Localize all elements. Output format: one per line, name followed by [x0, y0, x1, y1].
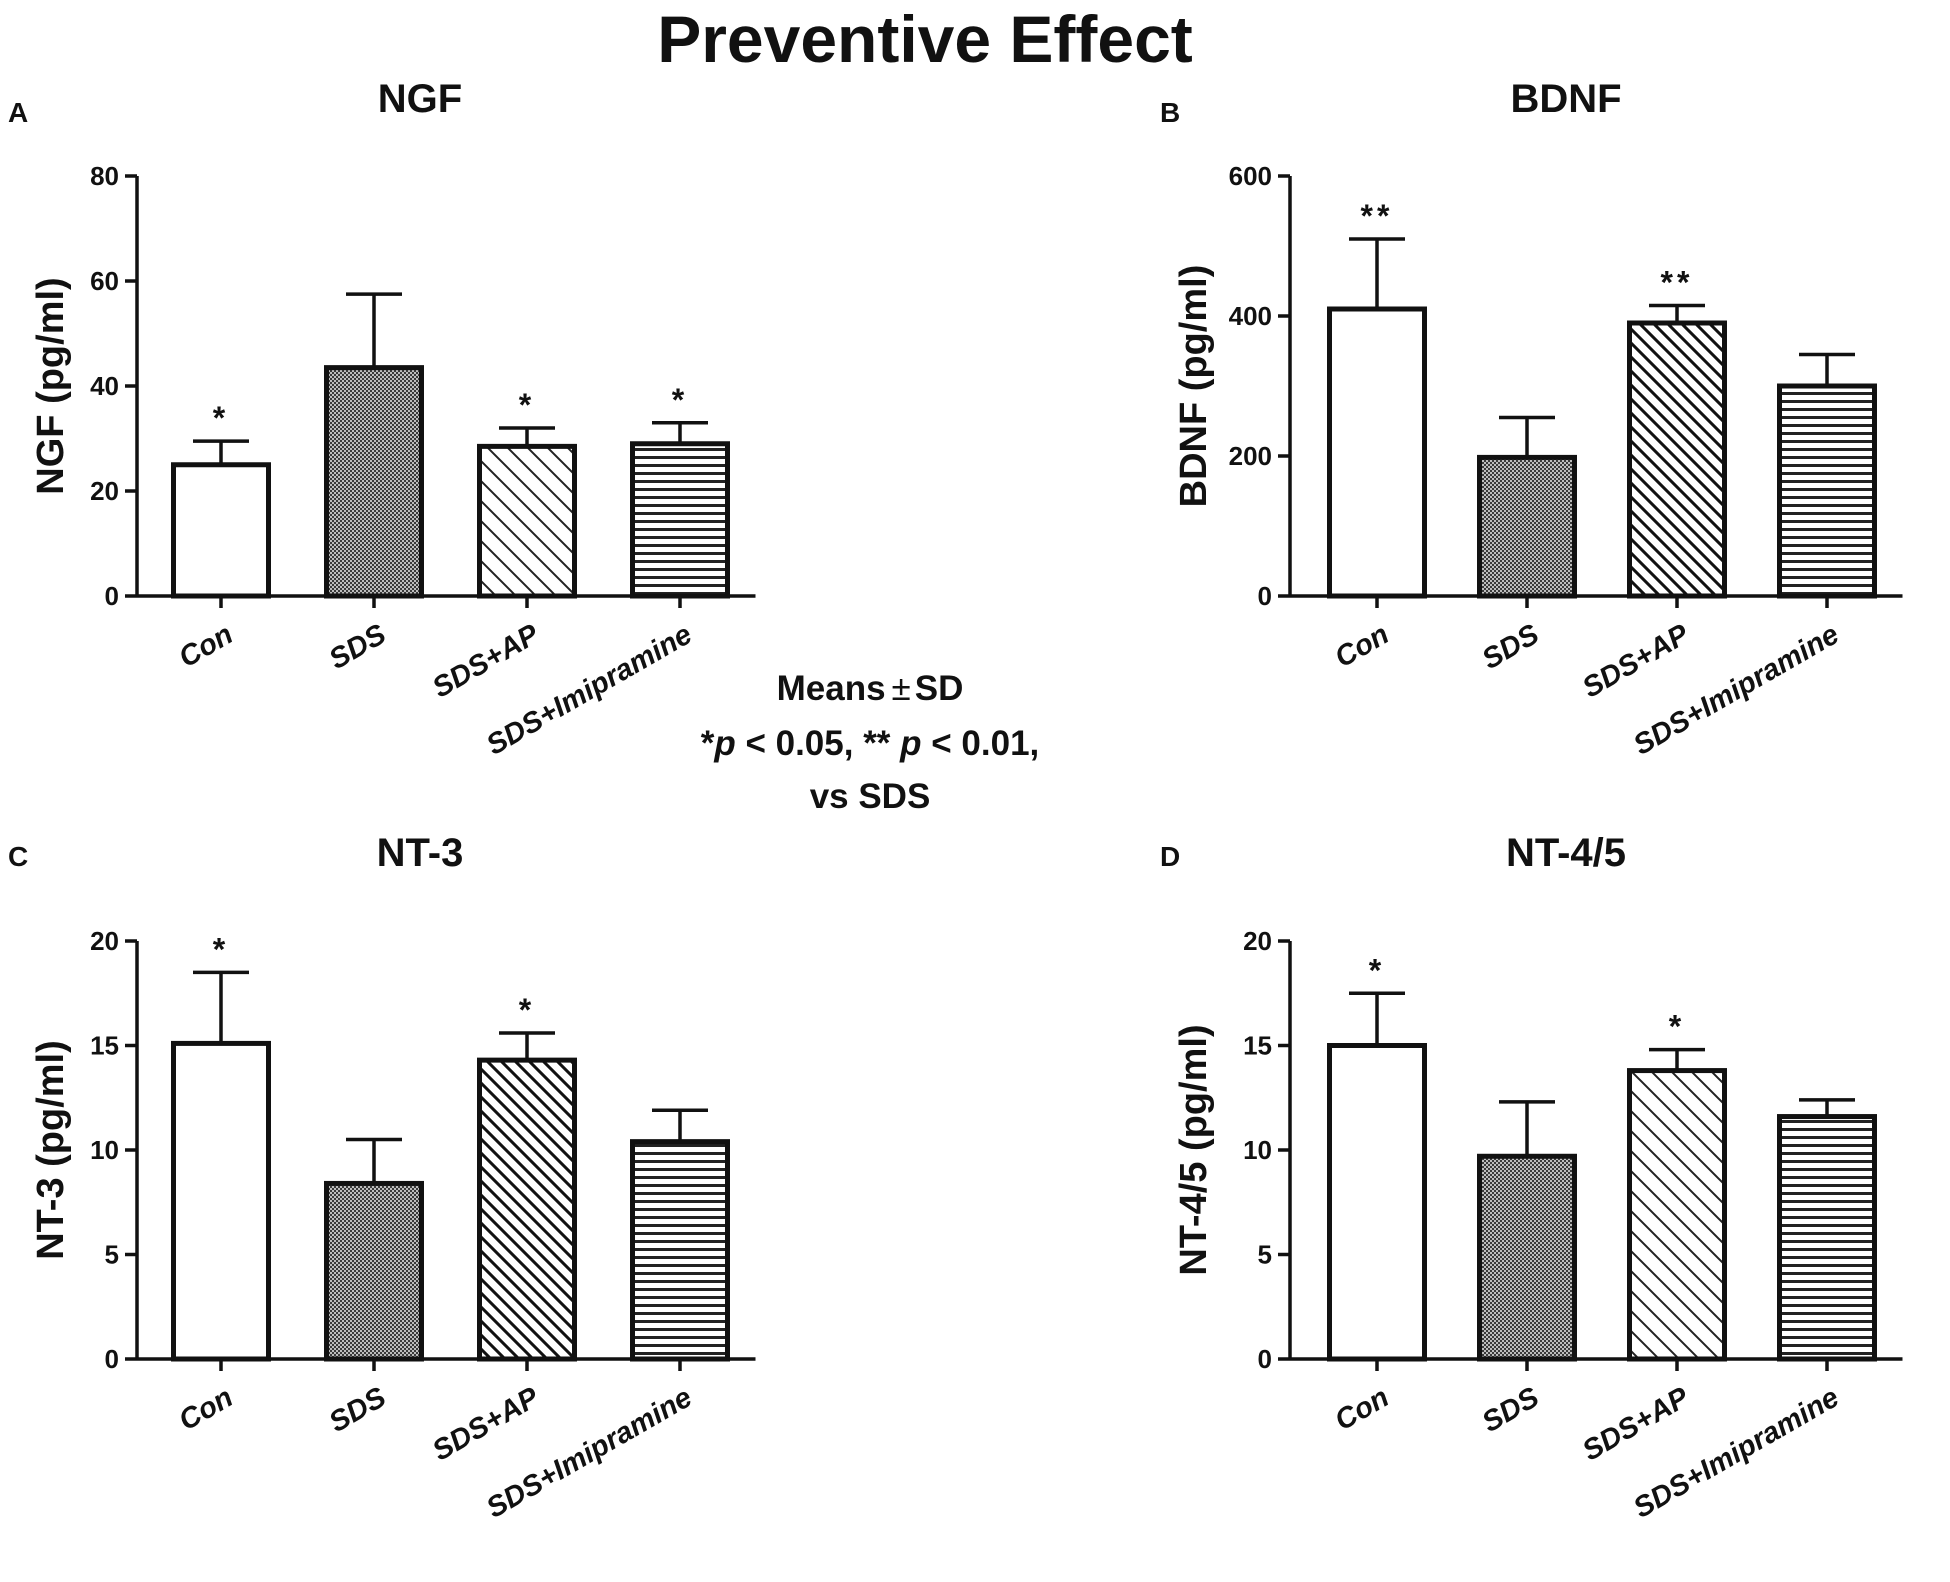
y-tick-label: 400	[1229, 301, 1272, 331]
y-tick-label: 600	[1229, 161, 1272, 191]
panel-letter: B	[1160, 97, 1180, 128]
x-tick-label: SDS+AP	[1577, 618, 1695, 704]
significance-marker: *	[213, 931, 229, 967]
y-tick-label: 200	[1229, 441, 1272, 471]
y-tick-label: 0	[105, 1344, 119, 1374]
y-tick-label: 80	[90, 161, 119, 191]
note-line-1: Means ± SD	[777, 669, 964, 708]
note-p-1: p	[713, 724, 735, 763]
y-tick-label: 15	[90, 1031, 119, 1061]
bar-sds	[1477, 454, 1577, 599]
bar-sds	[1477, 1153, 1577, 1362]
panel-b: B BDNF BDNF (pg/ml) 0 200 400 600 ** Con SDS ** SDS…	[1160, 77, 1903, 762]
bar-sds-imipramine	[1777, 383, 1877, 599]
y-tick-label: 40	[90, 371, 119, 401]
panel-d: D NT-4/5 NT-4/5 (pg/ml) 0 5 10 15 20 * Con SDS * SDS…	[1160, 831, 1903, 1525]
x-tick-label: Con	[1330, 618, 1395, 674]
panel-letter: C	[8, 841, 28, 872]
y-tick-label: 0	[105, 581, 119, 611]
y-axis-label: BDNF (pg/ml)	[1173, 265, 1215, 508]
significance-marker: *	[672, 382, 688, 418]
bar-con	[1327, 1043, 1427, 1362]
y-tick-label: 20	[1243, 926, 1272, 956]
significance-marker: *	[1369, 952, 1385, 988]
note-plus-minus: ±	[892, 669, 911, 708]
y-axis-label: NT-4/5 (pg/ml)	[1173, 1024, 1215, 1275]
significance-marker: **	[1361, 198, 1394, 234]
note-p-2: p	[890, 724, 921, 763]
statistics-note: Means ± SD *p < 0.05, ** p < 0.01, vs SDS	[701, 669, 1040, 816]
y-tick-label: 15	[1243, 1031, 1272, 1061]
bar-sds-ap	[477, 443, 577, 599]
note-star-2: **	[863, 724, 891, 763]
panel-letter: D	[1160, 841, 1180, 872]
y-tick-label: 5	[105, 1240, 119, 1270]
x-tick-label: SDS+AP	[427, 618, 545, 704]
y-axis-label: NGF (pg/ml)	[30, 277, 72, 494]
figure-title: Preventive Effect	[657, 2, 1193, 76]
y-axis-label: NT-3 (pg/ml)	[30, 1040, 72, 1260]
bar-con	[171, 462, 271, 599]
panel-title: NGF	[378, 77, 462, 121]
note-threshold-1: < 0.05,	[736, 724, 863, 763]
bar-sds	[324, 365, 424, 599]
panel-title: BDNF	[1510, 77, 1621, 121]
y-tick-label: 20	[90, 926, 119, 956]
note-line-3: vs SDS	[810, 777, 931, 816]
bar-con	[1327, 306, 1427, 599]
y-tick-label: 5	[1258, 1240, 1272, 1270]
bar-sds	[324, 1180, 424, 1362]
x-tick-label: SDS+AP	[427, 1381, 545, 1467]
note-threshold-2: < 0.01,	[922, 724, 1040, 763]
note-means-text: Means	[777, 669, 886, 708]
y-tick-label: 0	[1258, 581, 1272, 611]
note-sd-text: SD	[915, 669, 964, 708]
y-tick-label: 20	[90, 476, 119, 506]
x-tick-label: Con	[174, 618, 239, 674]
x-tick-label: SDS+AP	[1577, 1381, 1695, 1467]
panel-title: NT-4/5	[1506, 831, 1626, 875]
x-tick-label: SDS	[1477, 1381, 1545, 1439]
significance-marker: *	[519, 992, 535, 1028]
y-tick-label: 10	[1243, 1135, 1272, 1165]
x-tick-label: Con	[174, 1381, 239, 1437]
x-tick-label: SDS	[1477, 618, 1545, 676]
panels-group: A NGF NGF (pg/ml) 0 20 40 60 80 * Con SDS * SDS+AP * S…	[8, 77, 1903, 1525]
x-tick-label: Con	[1330, 1381, 1395, 1437]
y-tick-label: 10	[90, 1135, 119, 1165]
significance-marker: *	[1669, 1009, 1685, 1045]
significance-marker: *	[519, 387, 535, 423]
y-tick-label: 60	[90, 266, 119, 296]
bar-sds-ap	[1627, 1068, 1727, 1362]
significance-marker: *	[213, 400, 229, 436]
bar-sds-ap	[477, 1057, 577, 1362]
bar-sds-imipramine	[1777, 1114, 1877, 1362]
x-tick-label: SDS	[324, 1381, 392, 1439]
note-star-1: *	[701, 724, 715, 763]
significance-marker: **	[1661, 265, 1694, 301]
x-tick-label: SDS	[324, 618, 392, 676]
bar-con	[171, 1040, 271, 1362]
bar-sds-ap	[1627, 320, 1727, 599]
y-tick-label: 0	[1258, 1344, 1272, 1374]
bar-sds-imipramine	[630, 1139, 730, 1362]
bar-sds-imipramine	[630, 441, 730, 599]
panel-title: NT-3	[377, 831, 464, 875]
note-line-2: *p < 0.05, ** p < 0.01,	[701, 724, 1040, 763]
panel-letter: A	[8, 97, 28, 128]
